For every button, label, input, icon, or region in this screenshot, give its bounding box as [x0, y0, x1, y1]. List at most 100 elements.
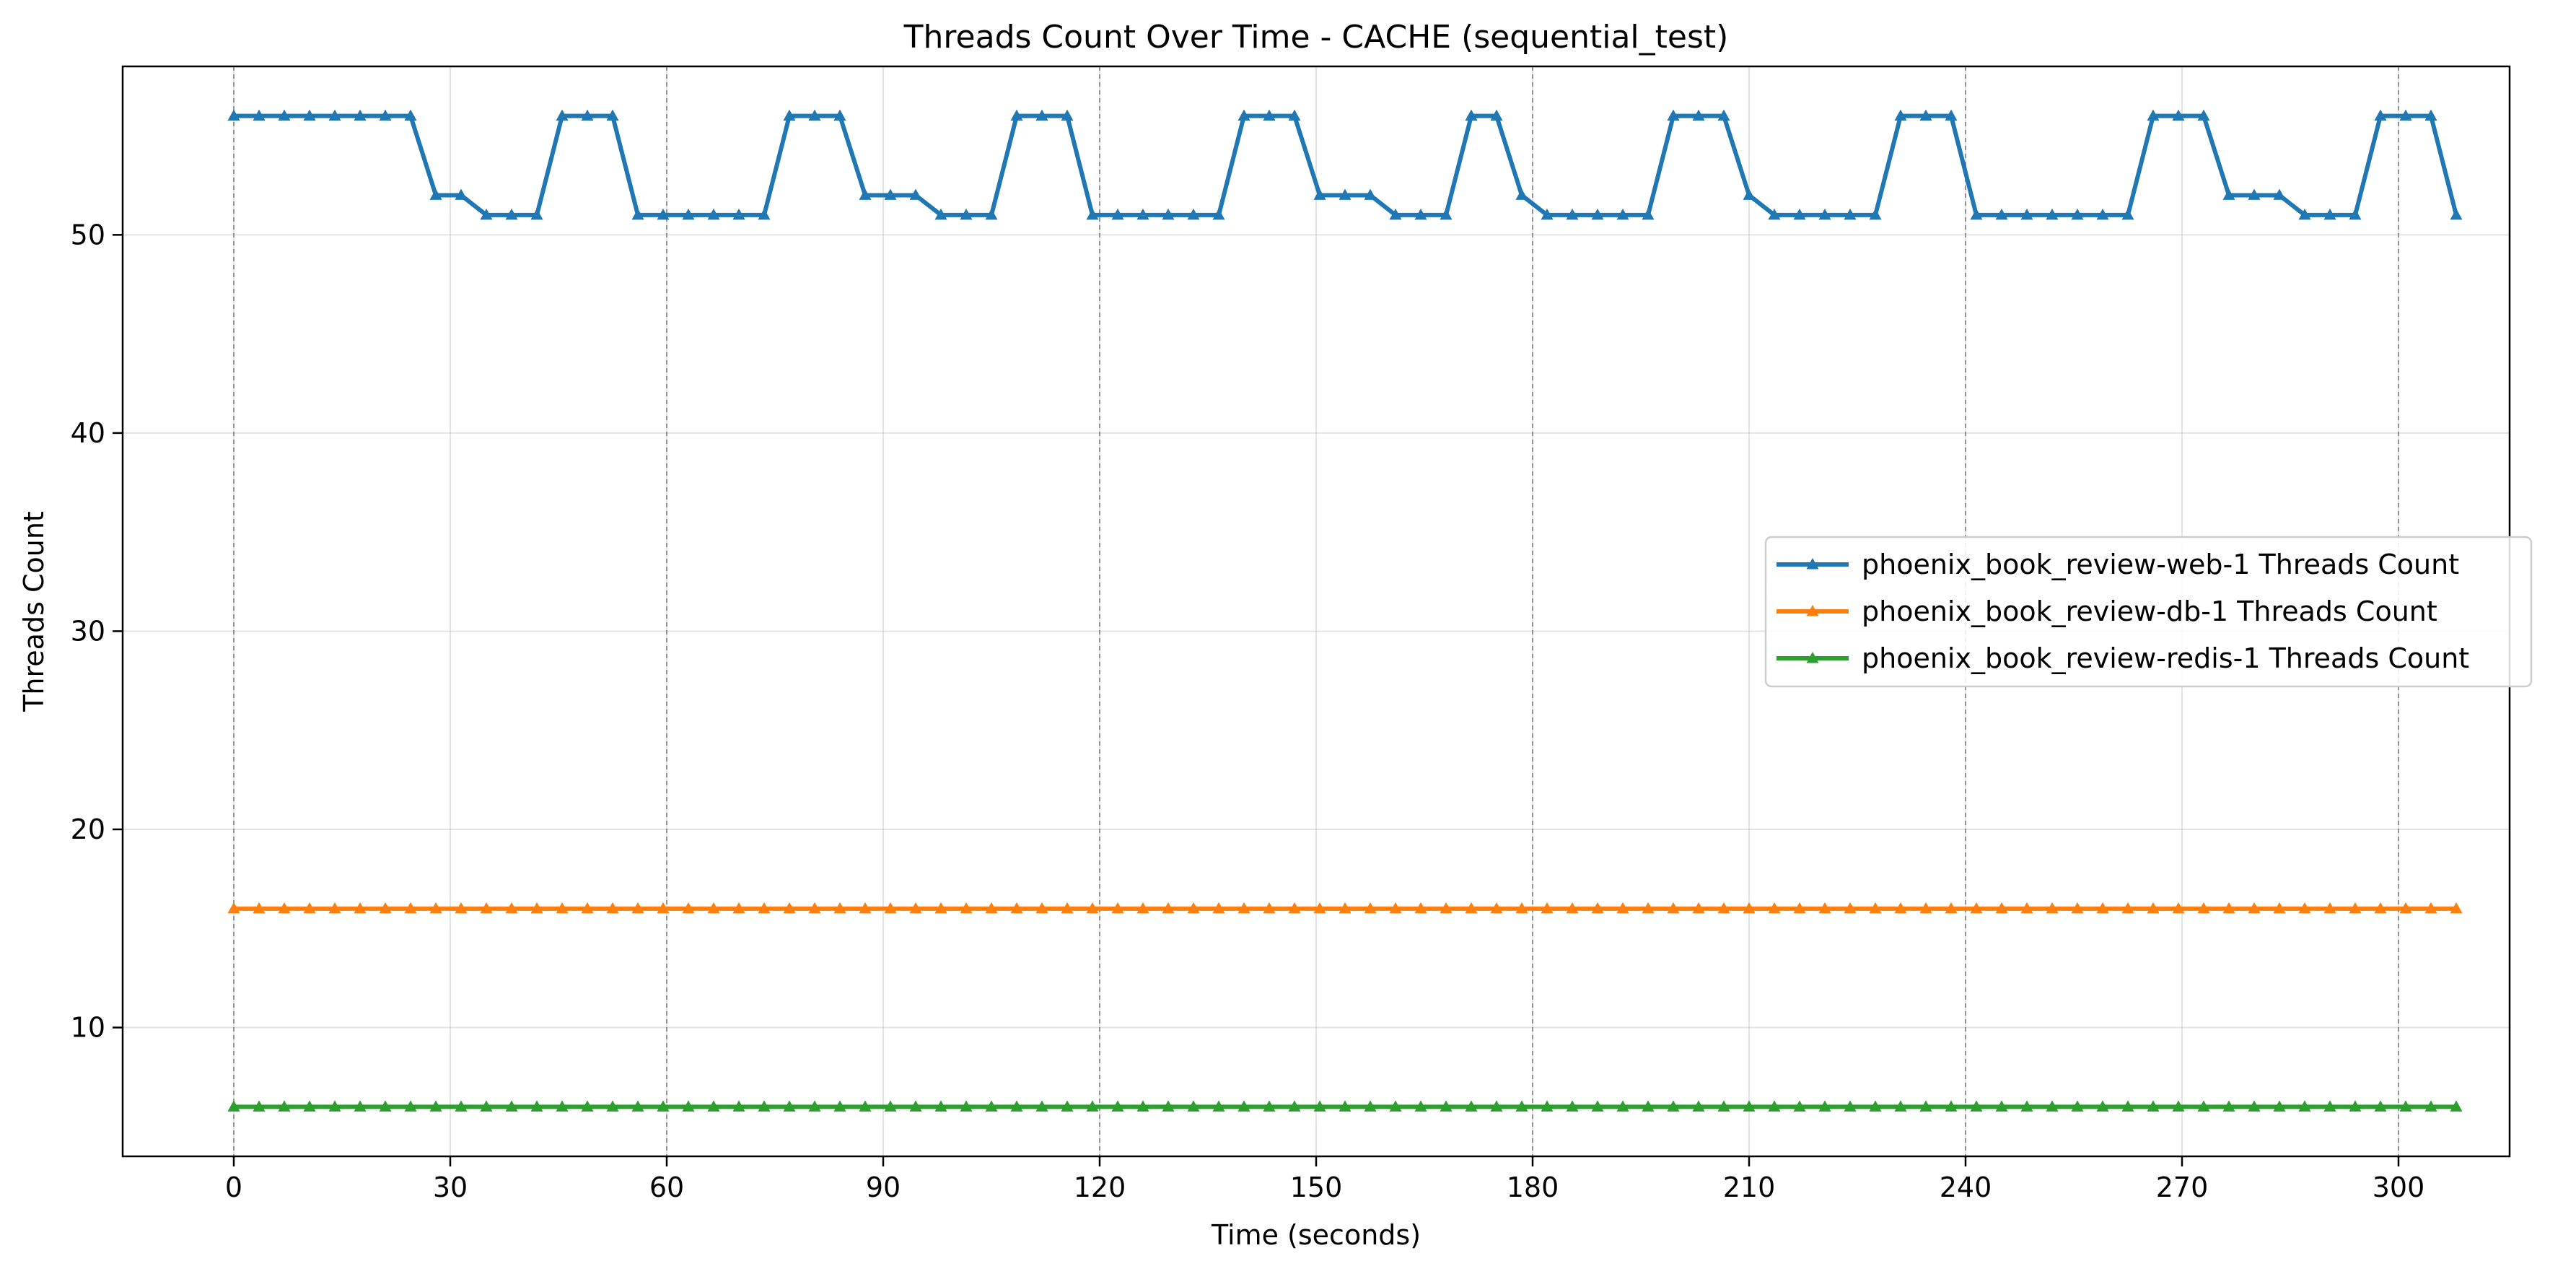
data-point — [808, 1100, 821, 1112]
data-point — [606, 902, 619, 914]
legend-label: phoenix_book_review-redis-1 Threads Coun… — [1862, 642, 2469, 674]
chart-title: Threads Count Over Time - CACHE (sequent… — [903, 19, 1729, 56]
series-1 — [227, 109, 2463, 220]
data-point — [2172, 1100, 2185, 1112]
x-tick-label: 180 — [1507, 1172, 1559, 1203]
data-point — [1844, 1100, 1857, 1112]
data-point — [606, 1100, 619, 1112]
data-point — [1692, 109, 1705, 121]
data-point — [1035, 902, 1048, 914]
data-point — [354, 109, 367, 121]
data-point — [2450, 1100, 2463, 1112]
y-axis-label: Threads Count — [18, 511, 50, 712]
data-point — [1717, 1100, 1730, 1112]
data-point — [2399, 109, 2412, 121]
data-point — [2020, 1100, 2033, 1112]
data-point — [530, 1100, 543, 1112]
data-point — [808, 109, 821, 121]
data-point — [1136, 1100, 1149, 1112]
data-point — [278, 109, 291, 121]
data-point — [1869, 1100, 1882, 1112]
data-point — [1919, 1100, 1932, 1112]
legend-label: phoenix_book_review-db-1 Threads Count — [1862, 595, 2437, 627]
data-point — [253, 902, 266, 914]
data-point — [1717, 902, 1730, 914]
data-point — [354, 1100, 367, 1112]
data-point — [1591, 208, 1604, 220]
data-point — [227, 109, 240, 121]
data-point — [1288, 902, 1301, 914]
vertical-marker-layer — [233, 66, 2399, 1156]
data-point — [1414, 902, 1427, 914]
data-point — [480, 902, 493, 914]
data-point — [1919, 902, 1932, 914]
data-point — [2172, 902, 2185, 914]
data-point — [2298, 902, 2311, 914]
data-point — [2248, 902, 2261, 914]
data-point — [1313, 902, 1326, 914]
data-point — [1945, 902, 1958, 914]
data-point — [1894, 1100, 1907, 1112]
data-point — [1010, 109, 1023, 121]
legend-marker — [1806, 558, 1819, 570]
data-point — [934, 1100, 947, 1112]
data-point — [253, 1100, 266, 1112]
data-point — [1035, 109, 1048, 121]
data-point — [1061, 109, 1074, 121]
data-point — [1010, 902, 1023, 914]
data-point — [1541, 208, 1554, 220]
data-point — [2222, 1100, 2235, 1112]
data-point — [909, 188, 922, 200]
data-point — [1465, 902, 1478, 914]
data-point — [1162, 208, 1175, 220]
data-point — [1667, 1100, 1680, 1112]
y-tick-label: 20 — [71, 813, 105, 845]
data-point — [1440, 208, 1453, 220]
y-tick-label: 50 — [71, 219, 105, 250]
data-point — [1616, 208, 1629, 220]
data-point — [985, 1100, 998, 1112]
series-layer — [227, 109, 2463, 1112]
data-point — [1490, 109, 1503, 121]
data-point — [1995, 208, 2008, 220]
data-point — [1440, 902, 1453, 914]
x-tick-label: 270 — [2156, 1172, 2209, 1203]
data-point — [1768, 208, 1781, 220]
data-point — [859, 1100, 872, 1112]
data-point — [606, 109, 619, 121]
data-point — [783, 902, 796, 914]
data-point — [2172, 109, 2185, 121]
data-point — [278, 1100, 291, 1112]
data-point — [1642, 208, 1655, 220]
data-point — [2424, 902, 2437, 914]
data-point — [1111, 208, 1124, 220]
data-point — [732, 902, 745, 914]
data-point — [303, 902, 316, 914]
data-point — [1490, 902, 1503, 914]
data-point — [1591, 902, 1604, 914]
data-point — [934, 902, 947, 914]
data-point — [1364, 1100, 1377, 1112]
data-point — [1061, 1100, 1074, 1112]
data-point — [631, 902, 644, 914]
data-point — [2248, 188, 2261, 200]
data-point — [2298, 208, 2311, 220]
data-point — [1288, 109, 1301, 121]
data-point — [707, 902, 720, 914]
data-point — [1414, 1100, 1427, 1112]
data-point — [1187, 208, 1200, 220]
data-point — [1212, 902, 1225, 914]
data-point — [227, 902, 240, 914]
data-point — [2323, 208, 2336, 220]
data-point — [2147, 902, 2160, 914]
legend-marker — [1806, 605, 1819, 616]
legend: phoenix_book_review-web-1 Threads Count p… — [1764, 536, 2533, 688]
series-3 — [227, 1100, 2463, 1112]
data-point — [303, 109, 316, 121]
data-point — [455, 188, 468, 200]
data-point — [1339, 188, 1351, 200]
data-point — [859, 188, 872, 200]
data-point — [960, 208, 973, 220]
data-point — [2273, 902, 2286, 914]
data-point — [1263, 109, 1276, 121]
